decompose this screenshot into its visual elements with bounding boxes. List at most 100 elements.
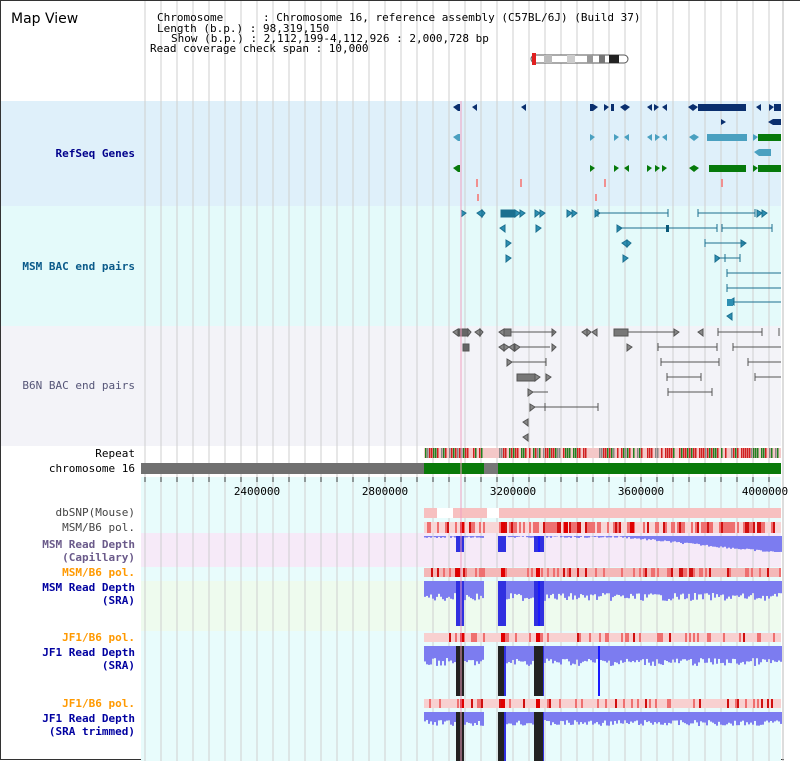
pol-mark: [621, 633, 623, 642]
depth-bar: [618, 581, 620, 595]
repeat-mark: [637, 448, 639, 458]
pol-mark: [543, 522, 545, 533]
repeat-mark: [693, 448, 695, 458]
depth-bar: [768, 712, 770, 722]
depth-bar: [768, 581, 770, 599]
depth-bar: [592, 581, 594, 595]
repeat-mark: [479, 448, 481, 458]
depth-bar: [780, 712, 782, 724]
pol-mark: [536, 568, 540, 577]
vertical-scrollbar[interactable]: [784, 1, 800, 761]
repeat-mark: [705, 448, 707, 458]
depth-bar: [690, 712, 692, 723]
pol-mark: [615, 522, 617, 533]
depth-bar: [728, 536, 730, 548]
repeat-mark: [453, 448, 455, 458]
depth-bar: [652, 646, 654, 662]
pol-mark: [671, 522, 673, 533]
depth-bar: [554, 536, 556, 537]
depth-bar: [648, 646, 650, 663]
track-label-msm-bac[interactable]: MSM BAC end pairs: [22, 260, 135, 273]
repeat-mark: [649, 448, 651, 458]
pol-mark: [577, 522, 579, 533]
depth-bar: [508, 581, 510, 599]
depth-bar: [660, 536, 662, 541]
jf1-b6-pol-track-1[interactable]: [424, 633, 781, 642]
msm-b6-pol-track-2[interactable]: [424, 568, 781, 577]
pol-mark: [727, 568, 729, 577]
depth-bar: [482, 536, 484, 538]
depth-bar: [642, 646, 644, 659]
pol-mark: [685, 568, 687, 577]
repeat-mark: [533, 448, 535, 458]
depth-bar: [428, 646, 430, 665]
pol-mark: [693, 568, 695, 577]
pol-mark: [737, 522, 739, 533]
repeat-track[interactable]: [424, 448, 781, 458]
depth-bar: [568, 581, 570, 596]
depth-bar: [768, 536, 770, 552]
depth-bar: [640, 536, 642, 540]
depth-bar: [458, 581, 460, 626]
depth-bar: [756, 646, 758, 658]
dbsnp-track[interactable]: [424, 508, 781, 518]
repeat-mark: [623, 448, 625, 458]
repeat-mark: [431, 448, 433, 458]
depth-bar: [590, 581, 592, 595]
track-label-b6n-bac[interactable]: B6N BAC end pairs: [22, 379, 135, 392]
pol-mark: [579, 633, 581, 642]
depth-bar: [526, 581, 528, 598]
depth-bar: [594, 712, 596, 723]
depth-bar: [604, 712, 606, 720]
depth-bar: [708, 646, 710, 658]
pol-mark: [589, 522, 591, 533]
depth-bar: [528, 712, 530, 723]
depth-bar: [774, 536, 776, 552]
msm-b6-pol-track-1[interactable]: [424, 522, 781, 533]
depth-saturated: [534, 646, 543, 696]
pol-mark: [483, 633, 485, 642]
depth-bar: [436, 536, 438, 538]
depth-bar: [436, 712, 438, 726]
depth-bar: [642, 712, 644, 726]
depth-bar: [676, 536, 678, 542]
depth-bar: [650, 581, 652, 593]
chromosome-ideogram[interactable]: [531, 53, 628, 65]
pol-mark: [649, 699, 651, 708]
jf1-b6-pol-track-2[interactable]: [424, 699, 781, 708]
depth-bar: [504, 712, 506, 761]
depth-bar: [470, 581, 472, 598]
depth-bar: [740, 712, 742, 722]
pol-mark: [577, 568, 579, 577]
pol-mark: [541, 568, 543, 577]
depth-bar: [648, 581, 650, 594]
repeat-mark: [765, 448, 767, 458]
repeat-mark: [523, 448, 525, 458]
track-label-refseq[interactable]: RefSeq Genes: [56, 147, 135, 160]
pol-mark: [771, 522, 773, 533]
depth-bar: [554, 581, 556, 599]
repeat-mark: [501, 448, 503, 458]
repeat-mark: [573, 448, 575, 458]
depth-bar: [636, 536, 638, 539]
pol-mark: [501, 699, 505, 708]
depth-bar: [516, 646, 518, 659]
depth-bar: [734, 536, 736, 549]
depth-bar: [688, 712, 690, 725]
pol-mark: [541, 633, 543, 642]
depth-bar: [426, 536, 428, 538]
depth-bar: [638, 712, 640, 725]
repeat-mark: [733, 448, 735, 458]
depth-bar: [466, 646, 468, 662]
depth-bar: [630, 581, 632, 594]
depth-bar: [634, 581, 636, 599]
depth-bar: [670, 536, 672, 543]
pol-mark: [633, 568, 635, 577]
pol-mark: [505, 522, 507, 533]
depth-bar: [628, 581, 630, 598]
pol-mark: [729, 568, 731, 577]
depth-bar: [638, 581, 640, 593]
pol-mark: [479, 568, 481, 577]
